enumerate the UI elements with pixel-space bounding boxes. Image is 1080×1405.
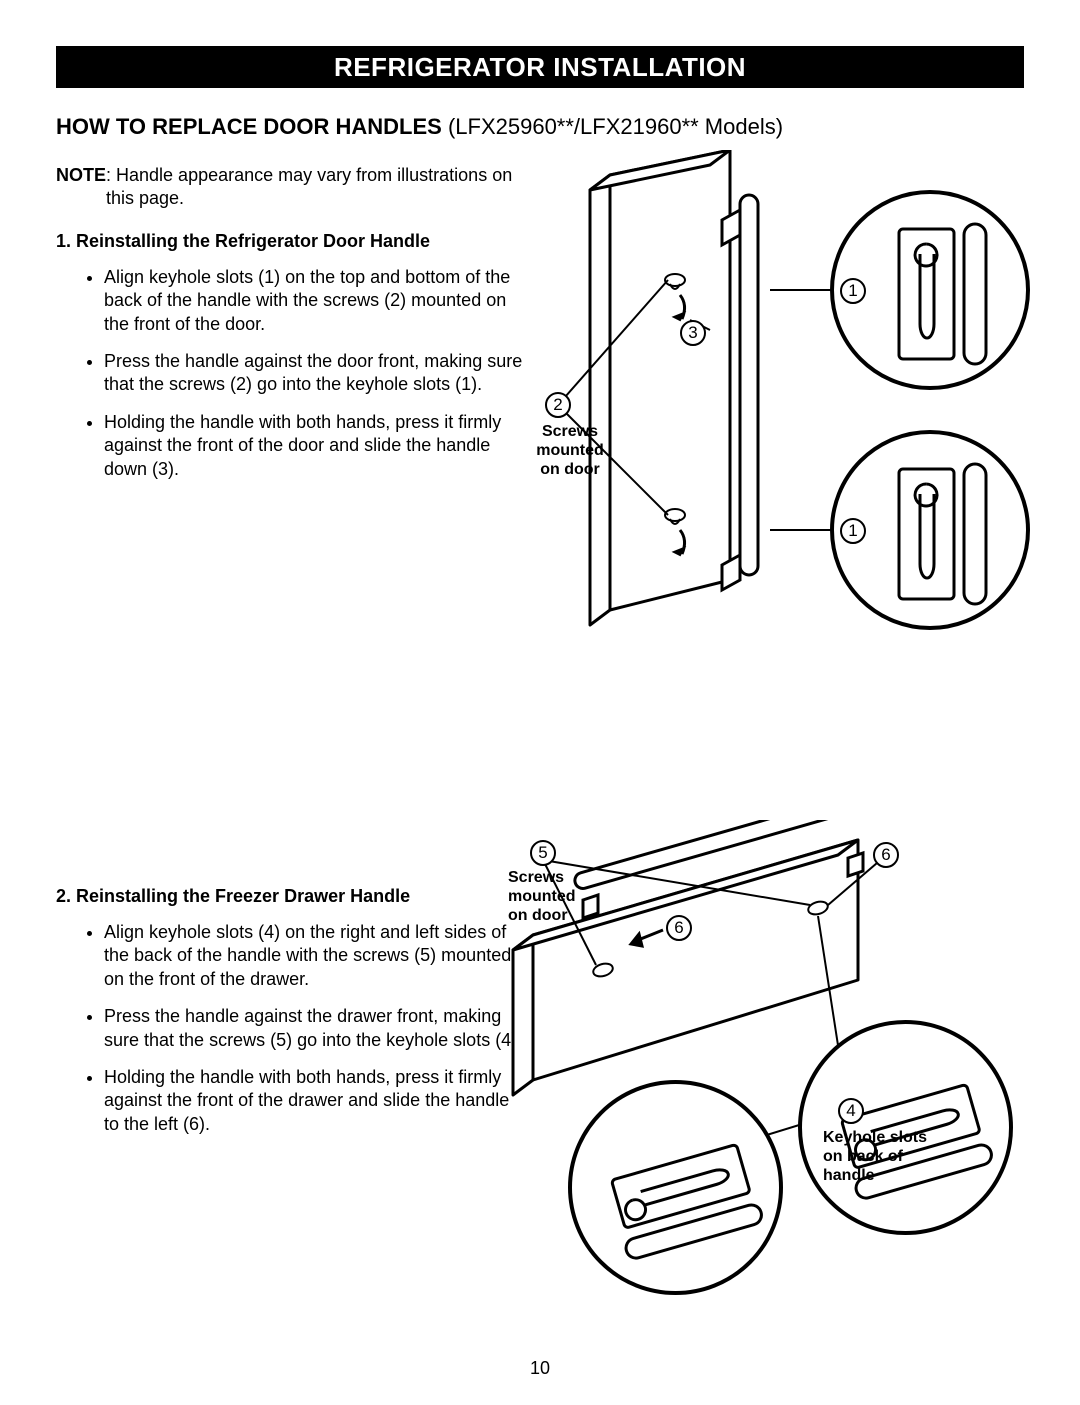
step1-bullet: Holding the handle with both hands, pres… [104, 411, 526, 481]
note-label: NOTE [56, 165, 106, 185]
inset-circle-left [568, 1080, 783, 1295]
inset-keyhole-left-svg [572, 1084, 787, 1299]
left-column: NOTE: Handle appearance may vary from il… [56, 164, 526, 481]
page-number: 10 [0, 1358, 1080, 1379]
figure-1: 1 1 2 3 Screws mounted on door [530, 150, 1030, 710]
step2-bullet: Holding the handle with both hands, pres… [104, 1066, 526, 1136]
callout-3: 3 [680, 320, 706, 346]
callout-4: 4 [838, 1098, 864, 1124]
section-title-bold: HOW TO REPLACE DOOR HANDLES [56, 114, 448, 139]
section-title-models: (LFX25960**/LFX21960** Models) [448, 114, 783, 139]
figure-2: 5 6 6 4 Screws mounted on door Keyhole s… [488, 820, 1038, 1320]
note-line: NOTE: Handle appearance may vary from il… [56, 164, 526, 211]
keyhole-label-fig2: Keyhole slots on back of handle [823, 1128, 983, 1186]
step1-bullet: Press the handle against the door front,… [104, 350, 526, 397]
step2-title: 2. Reinstalling the Freezer Drawer Handl… [56, 886, 526, 907]
callout-5: 5 [530, 840, 556, 866]
callout-6b: 6 [666, 915, 692, 941]
page-header-bar: REFRIGERATOR INSTALLATION [56, 46, 1024, 88]
callout-6a: 6 [873, 842, 899, 868]
screws-label-fig1: Screws mounted on door [525, 422, 615, 480]
callout-2: 2 [545, 392, 571, 418]
step1-bullets: Align keyhole slots (1) on the top and b… [56, 266, 526, 481]
step2-bullet: Press the handle against the drawer fron… [104, 1005, 526, 1052]
step1-title: 1. Reinstalling the Refrigerator Door Ha… [56, 231, 526, 252]
step1-bullet: Align keyhole slots (1) on the top and b… [104, 266, 526, 336]
page: REFRIGERATOR INSTALLATION HOW TO REPLACE… [0, 0, 1080, 1405]
note-text: : Handle appearance may vary from illust… [106, 165, 512, 208]
callout-1b: 1 [840, 518, 866, 544]
step2-bullets: Align keyhole slots (4) on the right and… [56, 921, 526, 1136]
section-title: HOW TO REPLACE DOOR HANDLES (LFX25960**/… [56, 114, 1024, 140]
step2-bullet: Align keyhole slots (4) on the right and… [104, 921, 526, 991]
step2-block: 2. Reinstalling the Freezer Drawer Handl… [56, 866, 526, 1136]
callout-1a: 1 [840, 278, 866, 304]
screws-label-fig2: Screws mounted on door [508, 868, 608, 926]
